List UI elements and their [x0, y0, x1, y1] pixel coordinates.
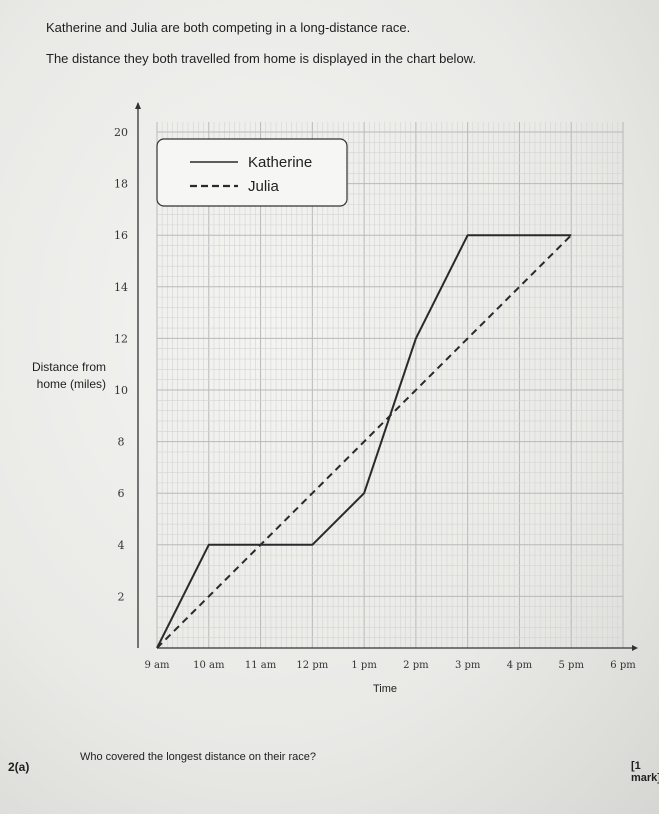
- x-tick-label: 5 pm: [559, 660, 585, 671]
- x-tick-label: 4 pm: [507, 660, 533, 671]
- y-tick-label: 4: [118, 539, 125, 552]
- x-tick-label: 12 pm: [296, 660, 328, 671]
- legend-label-julia: Julia: [248, 178, 280, 195]
- legend-box: [156, 138, 348, 207]
- y-tick-label: 18: [114, 178, 128, 191]
- question-text: Who covered the longest distance on thei…: [80, 751, 317, 763]
- series-line-katherine: [156, 234, 572, 649]
- y-tick-label: 2: [118, 590, 125, 603]
- y-tick-label: 6: [118, 487, 125, 500]
- x-tick-label: 11 am: [245, 660, 277, 671]
- y-tick-label: 14: [114, 281, 128, 294]
- y-tick-label: 8: [118, 436, 125, 449]
- x-tick-label: 2 pm: [403, 660, 429, 671]
- distance-time-chart: 2 4 6 8 10 12 14 16 18 20 9 am 10 am 11 am 12 pm 1 pm 2…: [114, 102, 638, 671]
- y-tick-label: 10: [114, 384, 128, 397]
- intro-line-1: Katherine and Julia are both competing i…: [46, 20, 411, 35]
- x-tick-label: 1 pm: [351, 660, 377, 671]
- y-tick-label: 12: [114, 332, 128, 345]
- x-tick-label: 3 pm: [455, 660, 481, 671]
- x-tick-label: 6 pm: [610, 660, 636, 671]
- x-tick-label: 9 am: [145, 660, 171, 671]
- y-tick-label: 20: [114, 126, 128, 139]
- series-line-julia: [156, 234, 572, 649]
- y-axis-label-line-1: Distance from: [31, 360, 106, 374]
- x-tick-label: 10 am: [193, 660, 225, 671]
- question-number: 2(a): [8, 760, 30, 774]
- y-axis-arrow: [135, 102, 141, 109]
- intro-line-2: The distance they both travelled from ho…: [46, 51, 476, 66]
- x-axis-label: Time: [373, 683, 398, 695]
- legend-label-katherine: Katherine: [248, 154, 312, 171]
- x-axis-arrow: [632, 645, 638, 651]
- question-marks: [1 mark]: [631, 760, 659, 784]
- y-axis-label-line-2: home (miles): [36, 377, 106, 391]
- y-tick-label: 16: [114, 229, 128, 242]
